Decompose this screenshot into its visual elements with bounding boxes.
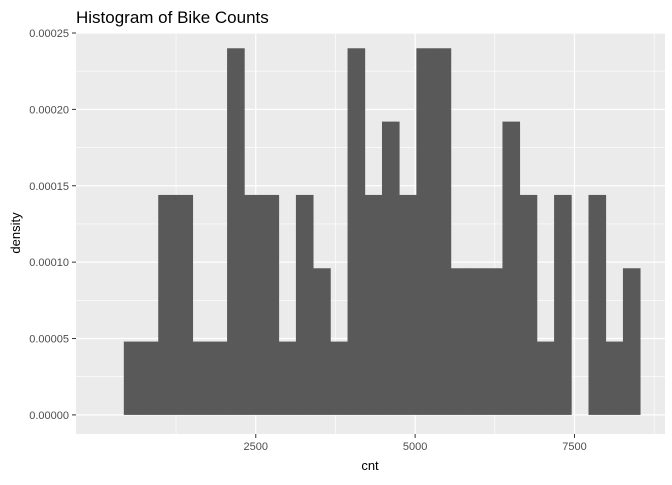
histogram-bar [433, 48, 452, 415]
y-tick-label: 0.00005 [29, 334, 69, 346]
y-tick-label: 0.00010 [29, 257, 69, 269]
histogram-bar [278, 341, 297, 415]
histogram-bar [450, 268, 469, 415]
histogram-bar [519, 194, 538, 415]
histogram-bar [158, 194, 176, 415]
chart-title: Histogram of Bike Counts [76, 8, 269, 27]
x-tick-label: 5000 [403, 441, 427, 453]
histogram-bar [416, 48, 435, 415]
histogram-bar [227, 48, 245, 415]
histogram-bar [209, 341, 228, 415]
x-axis-title: cnt [361, 458, 379, 473]
histogram-bar [364, 194, 383, 415]
x-tick-label: 2500 [244, 441, 268, 453]
histogram-bar [141, 341, 159, 415]
histogram-bar [295, 194, 314, 415]
y-tick-label: 0.00015 [29, 181, 69, 193]
y-tick-label: 0.00025 [29, 28, 69, 40]
histogram-bar [123, 341, 142, 415]
y-axis: 0.00000 0.00005 0.00010 0.00015 0.00020 0.000… [29, 28, 76, 422]
y-tick-label: 0.00020 [29, 104, 69, 116]
histogram-bar [622, 268, 641, 415]
histogram-bar [347, 48, 366, 415]
histogram-bar [261, 194, 280, 415]
histogram-bar [502, 121, 521, 415]
histogram-bar [330, 341, 348, 415]
histogram-bar [244, 194, 262, 415]
histogram-bar [588, 194, 607, 415]
y-axis-title: density [8, 212, 23, 254]
histogram-bar [468, 268, 486, 415]
x-tick-label: 7500 [562, 441, 586, 453]
histogram-bar [313, 268, 331, 415]
histogram-bar [605, 341, 624, 415]
y-tick-label: 0.00000 [29, 410, 69, 422]
histogram-bar [554, 194, 572, 415]
histogram-bar [192, 341, 211, 415]
histogram-bar [536, 341, 555, 415]
histogram-bars [123, 48, 641, 415]
histogram-bar [399, 194, 417, 415]
histogram-bar [485, 268, 503, 415]
x-axis: 2500 5000 7500 [244, 434, 587, 453]
histogram-bar [381, 121, 400, 415]
histogram-bar [175, 194, 194, 415]
